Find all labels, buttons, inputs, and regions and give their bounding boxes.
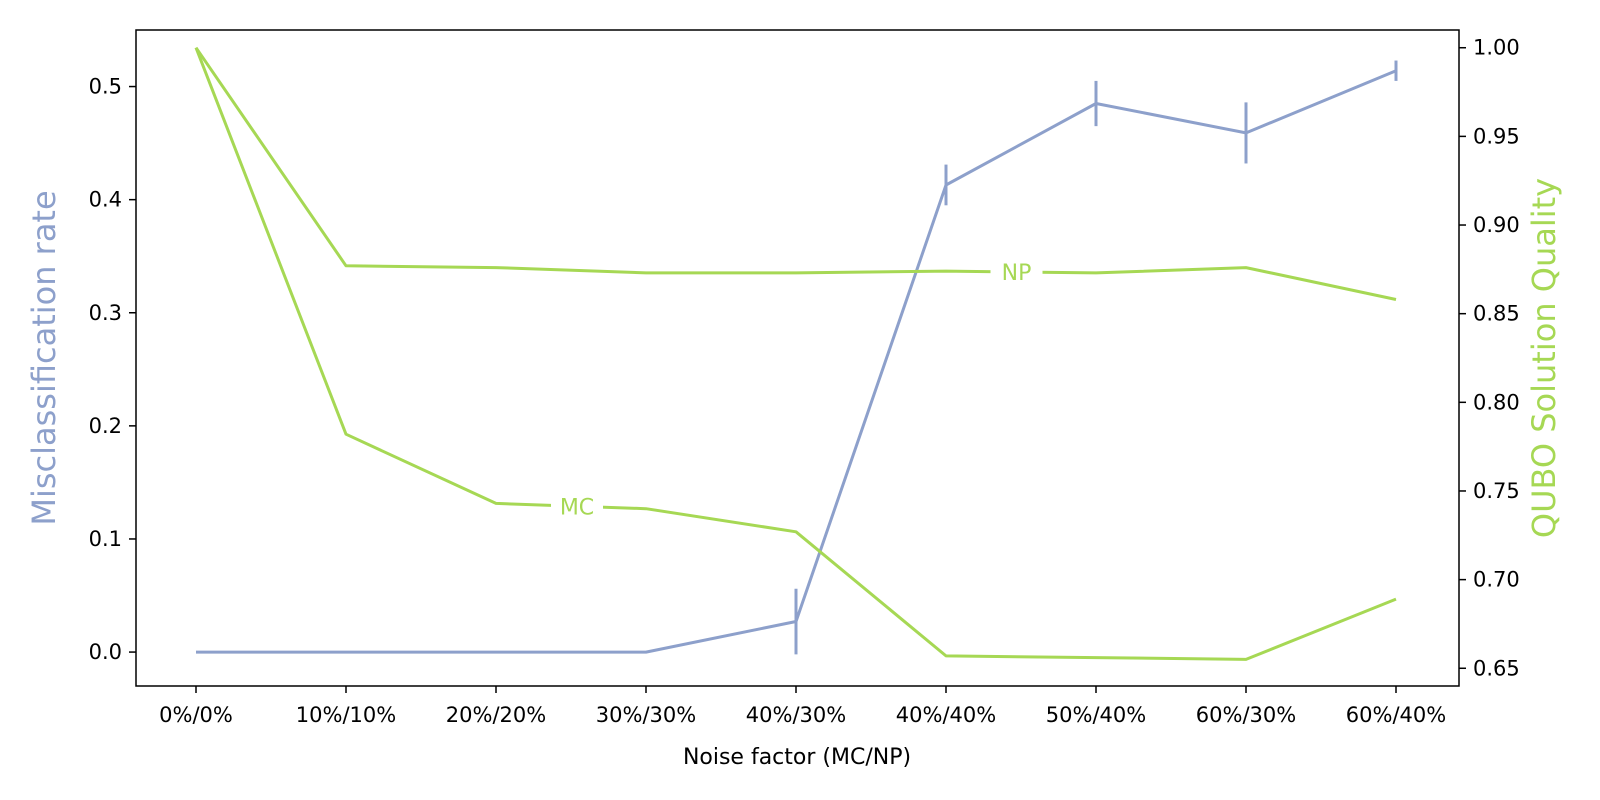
series-line-misclassification [196, 69, 1397, 654]
series-line-np [194, 46, 1397, 301]
y-axis-right-title: QUBO Solution Quality [1525, 178, 1563, 538]
x-axis: 0%/0% 10%/10% 20%/20% 30%/30% 40%/30% 40%/40%… [159, 686, 1446, 727]
y-axis-right: 0.65 0.70 0.75 0.80 0.85 0.90 0.95 1.00 [1459, 36, 1520, 680]
x-tick-label: 50%/40% [1046, 703, 1146, 727]
inline-label-background [551, 492, 603, 521]
y-left-tick-label: 0.1 [89, 527, 122, 551]
y-left-tick-label: 0.3 [89, 301, 122, 325]
series-label-np: NP [1002, 261, 1032, 286]
x-tick-label: 40%/30% [746, 703, 846, 727]
y-left-tick-label: 0.2 [89, 414, 122, 438]
plot-frame [135, 29, 1460, 687]
y-axis-left: 0.0 0.1 0.2 0.3 0.4 0.5 [89, 75, 136, 664]
y-left-tick-label: 0.0 [89, 640, 122, 664]
y-right-tick-label: 0.75 [1473, 479, 1520, 503]
x-tick-label: 40%/40% [896, 703, 996, 727]
x-tick-label: 30%/30% [596, 703, 696, 727]
y-right-tick-label: 0.90 [1473, 213, 1520, 237]
x-tick-label: 20%/20% [446, 703, 546, 727]
inline-label-background [990, 257, 1043, 286]
x-tick-label: 60%/30% [1196, 703, 1296, 727]
y-left-tick-label: 0.5 [89, 75, 122, 99]
series-label-mc: MC [560, 495, 594, 520]
series-line-mc [194, 47, 1397, 661]
y-axis-left-title: Misclassification rate [25, 190, 63, 525]
y-right-tick-label: 1.00 [1473, 36, 1520, 60]
y-left-tick-label: 0.4 [89, 188, 122, 212]
x-tick-label: 60%/40% [1346, 703, 1446, 727]
y-right-tick-label: 0.80 [1473, 390, 1520, 414]
x-axis-title: Noise factor (MC/NP) [683, 745, 911, 770]
y-right-tick-label: 0.85 [1473, 302, 1520, 326]
y-right-tick-label: 0.65 [1473, 656, 1520, 680]
x-tick-label: 0%/0% [159, 703, 233, 727]
x-tick-label: 10%/10% [296, 703, 396, 727]
y-right-tick-label: 0.70 [1473, 568, 1520, 592]
y-right-tick-label: 0.95 [1473, 124, 1520, 148]
